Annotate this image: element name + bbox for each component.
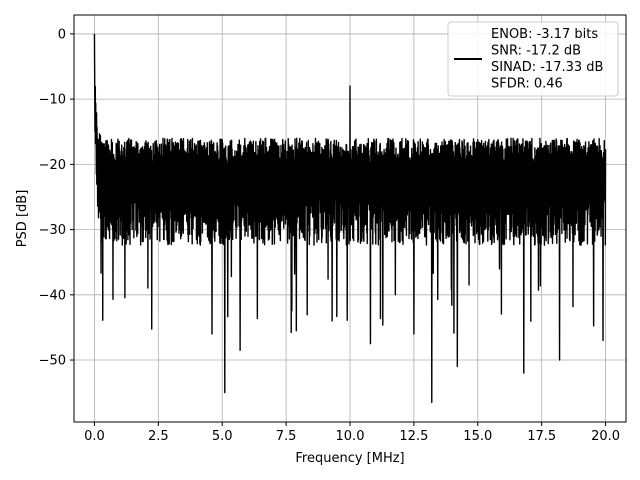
series-layer [93, 33, 607, 404]
x-tick-label: 15.0 [463, 429, 492, 444]
x-tick-label: 0.0 [84, 429, 105, 444]
y-axis-ticks: 0 −10 −20 −30 −40 −50 [39, 27, 74, 369]
y-tick-label: −40 [39, 288, 66, 303]
x-axis-ticks: 0.0 2.5 5.0 7.5 10.0 12.5 15.0 17.5 20.0 [84, 422, 620, 444]
x-axis-label: Frequency [MHz] [295, 451, 404, 466]
y-tick-label: −30 [39, 223, 66, 238]
y-axis-label: PSD [dB] [15, 190, 30, 248]
x-tick-label: 10.0 [336, 429, 365, 444]
legend-box [447, 21, 619, 97]
y-tick-label: −20 [39, 158, 66, 173]
x-tick-label: 12.5 [399, 429, 428, 444]
legend-entry: SFDR: 0.46 [491, 77, 563, 92]
x-tick-label: 2.5 [148, 429, 169, 444]
psd-series-line [93, 33, 607, 404]
x-tick-label: 17.5 [527, 429, 556, 444]
y-tick-label: −10 [39, 93, 66, 108]
legend-entry: SNR: -17.2 dB [491, 44, 581, 59]
y-tick-label: −50 [39, 354, 66, 369]
x-tick-label: 20.0 [591, 429, 620, 444]
x-tick-label: 5.0 [212, 429, 233, 444]
x-tick-label: 7.5 [276, 429, 297, 444]
y-tick-label: 0 [58, 27, 66, 42]
legend-entry: ENOB: -3.17 bits [491, 27, 598, 42]
legend-entry: SINAD: -17.33 dB [491, 60, 603, 75]
